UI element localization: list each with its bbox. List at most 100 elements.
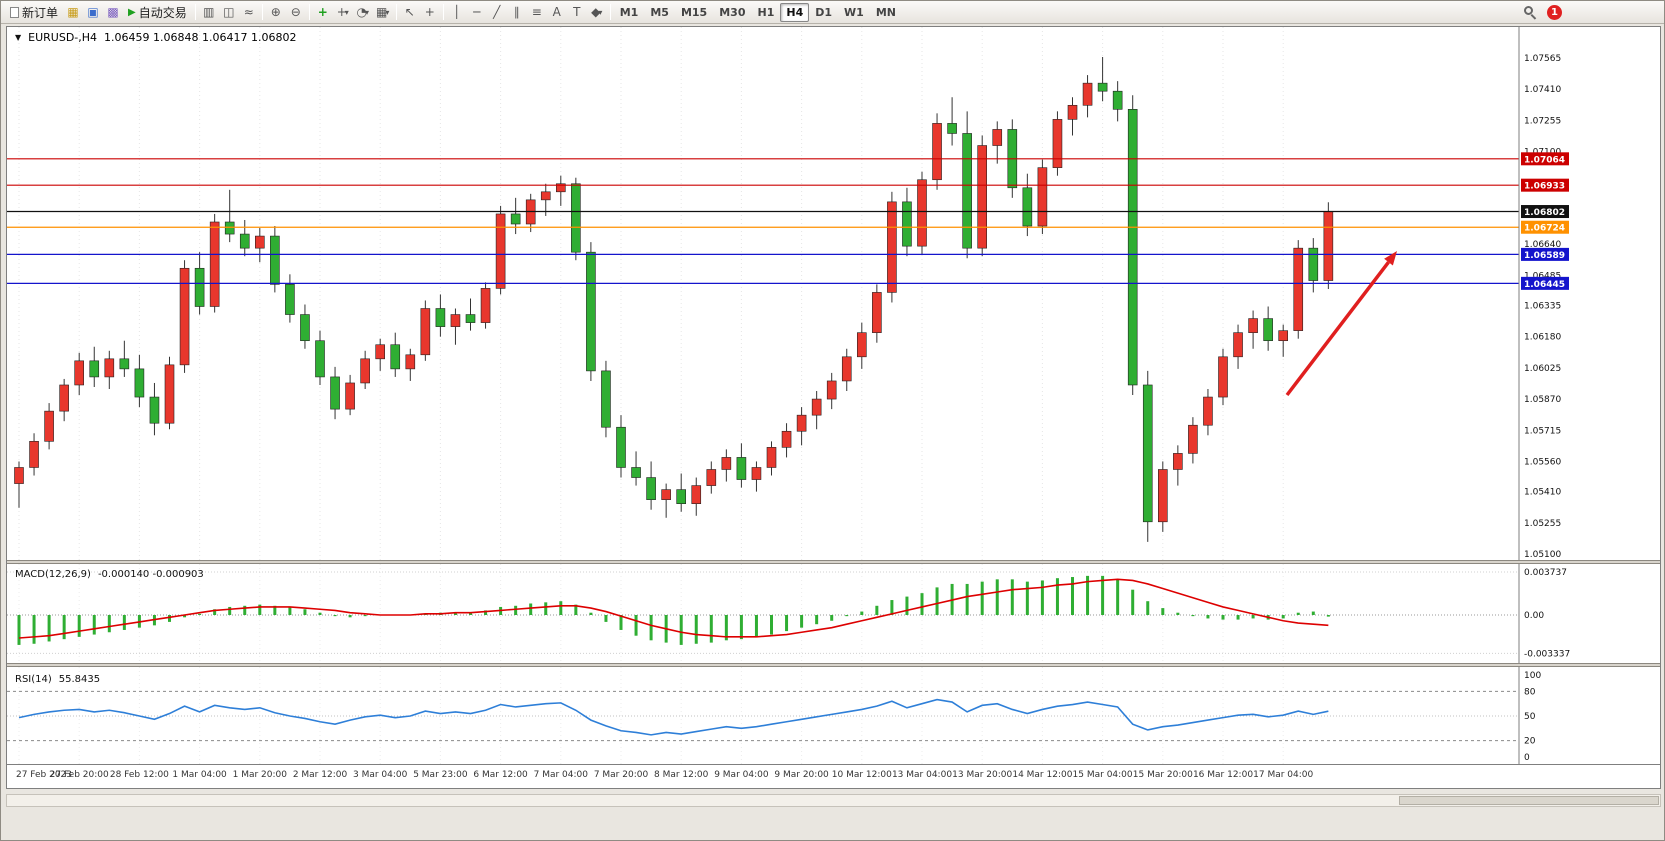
auto-trading-play-icon: ▶ xyxy=(128,6,136,18)
chevron-down-icon: ▾ xyxy=(385,7,390,17)
svg-text:1.06589: 1.06589 xyxy=(1524,251,1565,261)
svg-text:1.06640: 1.06640 xyxy=(1524,240,1561,250)
svg-text:1.06802: 1.06802 xyxy=(1524,208,1565,218)
new-order-button[interactable]: 新订单 xyxy=(5,2,63,22)
time-label: 9 Mar 04:00 xyxy=(714,770,769,780)
horizontal-line-tool[interactable]: ─ xyxy=(473,5,481,19)
trendline-tool[interactable]: ╱ xyxy=(493,5,501,19)
time-label: 13 Mar 20:00 xyxy=(952,770,1013,780)
periods-button[interactable]: ◔ ▾ xyxy=(353,2,373,22)
navigator-icon[interactable]: ▩ xyxy=(107,5,119,19)
channel-tool[interactable]: ∥ xyxy=(513,5,520,19)
toolbar-right-cluster: 1 xyxy=(1524,4,1562,20)
macd-name: MACD(12,26,9) xyxy=(15,569,91,580)
tf-button-d1[interactable]: D1 xyxy=(815,5,833,19)
svg-text:1.06724: 1.06724 xyxy=(1524,224,1565,234)
svg-text:1.07064: 1.07064 xyxy=(1524,155,1565,165)
macd-signal-line xyxy=(18,578,1329,639)
time-label: 27 Feb 2023 xyxy=(15,770,72,780)
svg-text:80: 80 xyxy=(1524,687,1536,697)
toolbar-separator xyxy=(442,4,444,20)
tf-button-m15[interactable]: M15 xyxy=(680,5,708,19)
fibonacci-tool[interactable]: ≡ xyxy=(531,5,542,19)
chart-menu-icon[interactable]: ▼ xyxy=(15,33,22,42)
crosshair-tool-button[interactable]: + xyxy=(424,5,435,19)
chart-panel: 1.075651.074101.072551.071001.066401.064… xyxy=(6,26,1661,789)
price-tag xyxy=(1521,152,1569,166)
zoom-out-icon[interactable]: ⊖ xyxy=(290,5,301,19)
symbol-timeframe-label: EURUSD-,H4 xyxy=(28,31,98,44)
tf-button-h1[interactable]: H1 xyxy=(757,5,775,19)
chart-title: ▼ EURUSD-,H4 1.06459 1.06848 1.06417 1.0… xyxy=(15,31,297,44)
svg-text:1.05715: 1.05715 xyxy=(1524,426,1561,436)
svg-text:0.00: 0.00 xyxy=(1524,611,1544,621)
price-chart[interactable]: 1.075651.074101.072551.071001.066401.064… xyxy=(7,27,1660,560)
macd-pane[interactable]: 0.003737 0.00 -0.003337 xyxy=(7,564,1660,663)
template-icon: ▦ xyxy=(376,5,388,19)
svg-text:1.05560: 1.05560 xyxy=(1524,457,1561,467)
market-watch-icon[interactable]: ▦ xyxy=(67,5,79,19)
macd-label: MACD(12,26,9) -0.000140 -0.000903 xyxy=(15,569,204,580)
bar-chart-button[interactable]: ▥ xyxy=(203,5,215,19)
time-label: 15 Mar 20:00 xyxy=(1132,770,1193,780)
pane-divider[interactable] xyxy=(7,663,1660,667)
chevron-down-icon: ▾ xyxy=(344,7,349,17)
tf-button-w1[interactable]: W1 xyxy=(844,5,864,19)
label-tool[interactable]: T xyxy=(573,5,581,19)
line-chart-button[interactable]: ≈ xyxy=(243,5,254,19)
time-label: 6 Mar 12:00 xyxy=(473,770,528,780)
toolbar-separator xyxy=(609,4,611,20)
horizontal-price-lines xyxy=(7,158,1519,284)
tf-button-m5[interactable]: M5 xyxy=(650,5,669,19)
macd-values: -0.000140 -0.000903 xyxy=(97,569,204,580)
tf-button-m1[interactable]: M1 xyxy=(619,5,639,19)
svg-text:1.06335: 1.06335 xyxy=(1524,301,1561,311)
shapes-tool[interactable]: ◆ ▾ xyxy=(587,2,607,22)
tf-button-m30[interactable]: M30 xyxy=(719,5,746,19)
time-label: 5 Mar 23:00 xyxy=(413,770,468,780)
vertical-gridlines xyxy=(18,27,1284,560)
time-label: 9 Mar 20:00 xyxy=(774,770,829,780)
auto-trading-button[interactable]: ▶ 自动交易 xyxy=(123,2,192,22)
time-label: 15 Mar 04:00 xyxy=(1072,770,1133,780)
search-icon[interactable] xyxy=(1524,5,1537,20)
time-label: 17 Mar 04:00 xyxy=(1253,770,1314,780)
rsi-line xyxy=(18,698,1329,736)
svg-text:1.05870: 1.05870 xyxy=(1524,395,1561,405)
trend-arrow-annotation[interactable] xyxy=(1285,251,1397,397)
svg-text:1.05255: 1.05255 xyxy=(1524,519,1561,529)
rsi-pane[interactable]: 100 80 50 20 0 xyxy=(7,667,1660,764)
zoom-in-icon[interactable]: ⊕ xyxy=(270,5,281,19)
shapes-icon: ◆ xyxy=(591,5,601,19)
svg-text:50: 50 xyxy=(1524,712,1536,722)
svg-text:1.06485: 1.06485 xyxy=(1524,271,1561,281)
notification-badge[interactable]: 1 xyxy=(1547,4,1562,20)
scrollbar-thumb[interactable] xyxy=(1399,796,1659,805)
svg-text:20: 20 xyxy=(1524,737,1536,747)
pane-divider[interactable] xyxy=(7,560,1660,564)
cursor-tool-button[interactable]: ↖ xyxy=(404,5,415,19)
toolbar: 新订单 ▦ ▣ ▩ ▶ 自动交易 ▥ ◫ ≈ ⊕ ⊖ + + ▾ ◔ ▾ ▦ ▾ ↖ … xyxy=(1,1,1664,24)
svg-text:1.06445: 1.06445 xyxy=(1524,280,1565,290)
text-tool[interactable]: A xyxy=(552,5,561,19)
tf-button-h4[interactable]: H4 xyxy=(780,2,810,22)
price-tag xyxy=(1521,220,1569,234)
candlestick-series xyxy=(14,56,1334,542)
svg-text:1.06025: 1.06025 xyxy=(1524,364,1561,374)
add-indicator-button[interactable]: + ▾ xyxy=(333,2,353,22)
candlestick-chart-button[interactable]: ◫ xyxy=(223,5,235,19)
horizontal-scrollbar[interactable] xyxy=(6,794,1661,807)
indicators-button[interactable]: + xyxy=(317,5,328,19)
vertical-line-tool[interactable]: │ xyxy=(453,5,461,19)
time-axis[interactable]: 27 Feb 2023 27 Feb 20:00 28 Feb 12:00 1 Mar… xyxy=(7,764,1660,786)
data-window-icon[interactable]: ▣ xyxy=(87,5,99,19)
svg-text:1.07410: 1.07410 xyxy=(1524,85,1561,95)
templates-button[interactable]: ▦ ▾ xyxy=(373,2,393,22)
time-label: 1 Mar 04:00 xyxy=(172,770,227,780)
time-label: 10 Mar 12:00 xyxy=(831,770,892,780)
svg-text:1.07565: 1.07565 xyxy=(1524,54,1561,64)
tf-button-mn[interactable]: MN xyxy=(875,5,896,19)
clock-icon: ◔ xyxy=(356,5,367,19)
chevron-down-icon: ▾ xyxy=(598,7,603,17)
